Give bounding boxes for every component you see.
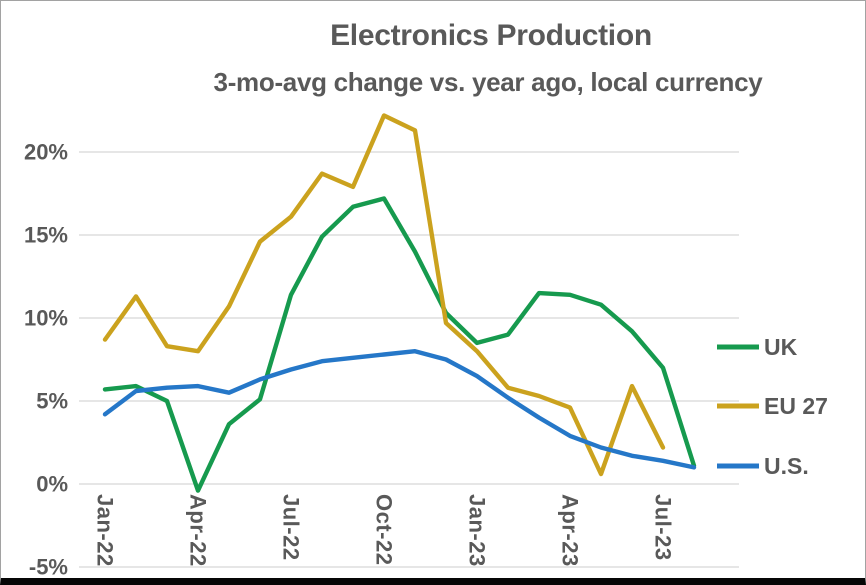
x-tick-Jul-23: Jul-23 bbox=[651, 494, 676, 561]
y-tick--5%: -5% bbox=[29, 555, 68, 579]
y-tick-10%: 10% bbox=[24, 306, 68, 331]
x-tick-Apr-23: Apr-23 bbox=[558, 494, 583, 567]
legend-item-u-s: U.S. bbox=[717, 453, 809, 479]
series-lines bbox=[102, 113, 697, 493]
legend-label-eu-27: EU 27 bbox=[764, 393, 828, 419]
x-tick-Jan-23: Jan-23 bbox=[465, 494, 490, 567]
x-tick-Jul-22: Jul-22 bbox=[279, 494, 304, 561]
series-line-u-s bbox=[102, 349, 697, 470]
chart-subtitle: 3-mo-avg change vs. year ago, local curr… bbox=[214, 67, 764, 97]
series-line-eu-27 bbox=[102, 113, 666, 477]
gridlines bbox=[79, 151, 739, 568]
x-tick-Oct-22: Oct-22 bbox=[372, 494, 397, 565]
y-tick-0%: 0% bbox=[36, 472, 68, 497]
legend: UK EU 27 U.S. bbox=[717, 334, 828, 479]
legend-label-uk: UK bbox=[764, 334, 798, 360]
x-tick-Jan-22: Jan-22 bbox=[93, 494, 118, 567]
chart-title: Electronics Production bbox=[330, 19, 652, 52]
legend-item-eu-27: EU 27 bbox=[717, 393, 828, 419]
y-tick-5%: 5% bbox=[36, 389, 68, 414]
y-axis-labels: -5% 0% 5% 10% 15% 20% bbox=[24, 140, 68, 579]
series-line-uk bbox=[102, 196, 697, 493]
x-tick-Apr-22: Apr-22 bbox=[186, 494, 211, 567]
legend-label-u-s: U.S. bbox=[764, 453, 809, 479]
x-axis-labels: Jan-22 Apr-22 Jul-22 Oct-22 Jan-23 Apr-23 Jul-… bbox=[93, 494, 676, 567]
y-tick-20%: 20% bbox=[24, 140, 68, 165]
y-tick-15%: 15% bbox=[24, 223, 68, 248]
legend-item-uk: UK bbox=[717, 334, 798, 360]
